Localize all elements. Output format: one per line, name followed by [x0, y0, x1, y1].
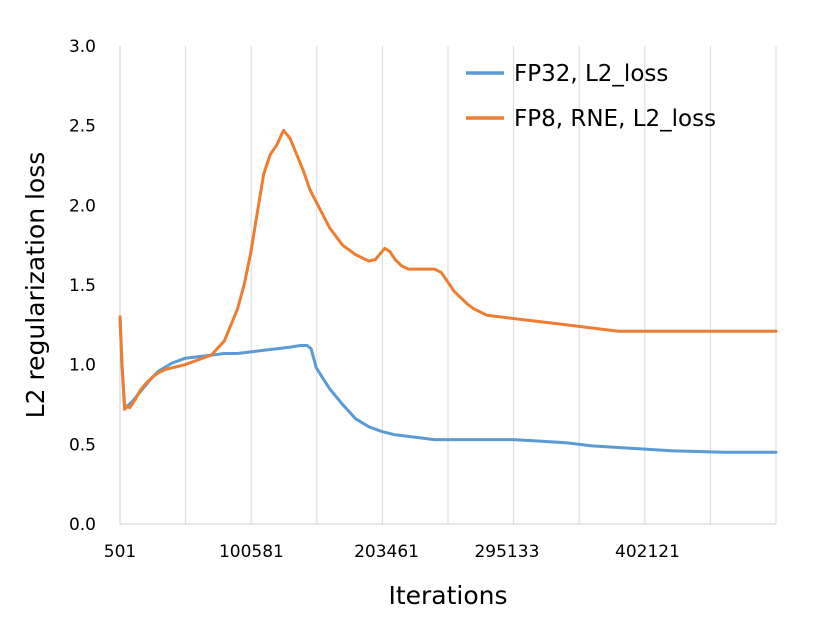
y-tick-label: 0.5 [69, 435, 96, 455]
x-tick-labels: 501 100581 203461 295133 402121 [104, 542, 680, 562]
series-line-fp8 [118, 128, 778, 411]
y-tick-label: 1.5 [69, 276, 96, 296]
gridlines [185, 46, 777, 524]
y-tick-label: 1.0 [69, 356, 96, 376]
x-tick-label: 203461 [354, 542, 419, 562]
y-tick-label: 3.0 [69, 37, 96, 57]
x-tick-label: 501 [104, 542, 136, 562]
series-layer [118, 128, 778, 454]
x-tick-label: 295133 [474, 542, 539, 562]
y-tick-labels: 0.0 0.5 1.0 1.5 2.0 2.5 3.0 [69, 37, 96, 535]
legend-label: FP32, L2_loss [514, 61, 668, 87]
x-tick-label: 402121 [615, 542, 680, 562]
x-axis-title: Iterations [388, 581, 507, 610]
y-tick-label: 0.0 [69, 515, 96, 535]
legend: FP32, L2_loss FP8, RNE, L2_loss [466, 61, 716, 132]
axis-baseline-layer [119, 46, 776, 525]
x-tick-label: 100581 [219, 542, 284, 562]
y-tick-label: 2.0 [69, 196, 96, 216]
y-axis-title: L2 regularization loss [21, 152, 50, 419]
legend-label: FP8, RNE, L2_loss [514, 106, 716, 132]
y-tick-label: 2.5 [69, 117, 96, 137]
